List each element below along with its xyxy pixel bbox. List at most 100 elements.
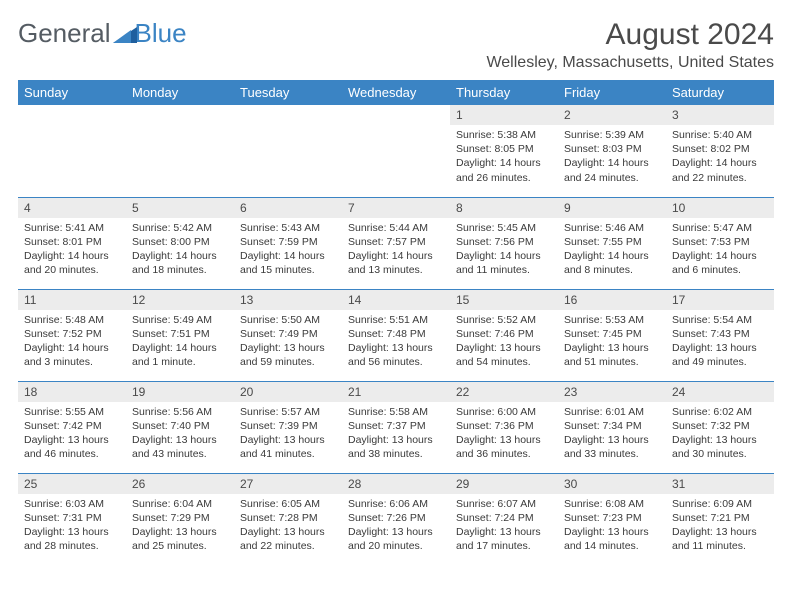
calendar-cell: 10Sunrise: 5:47 AMSunset: 7:53 PMDayligh… xyxy=(666,197,774,289)
calendar-cell: 15Sunrise: 5:52 AMSunset: 7:46 PMDayligh… xyxy=(450,289,558,381)
calendar-cell: 14Sunrise: 5:51 AMSunset: 7:48 PMDayligh… xyxy=(342,289,450,381)
calendar-cell xyxy=(126,105,234,197)
calendar-cell: 7Sunrise: 5:44 AMSunset: 7:57 PMDaylight… xyxy=(342,197,450,289)
day-data: Sunrise: 5:46 AMSunset: 7:55 PMDaylight:… xyxy=(558,218,666,278)
logo: General Blue xyxy=(18,18,187,49)
day-header: Sunday xyxy=(18,80,126,105)
day-data: Sunrise: 5:57 AMSunset: 7:39 PMDaylight:… xyxy=(234,402,342,462)
calendar-cell: 16Sunrise: 5:53 AMSunset: 7:45 PMDayligh… xyxy=(558,289,666,381)
calendar-cell: 19Sunrise: 5:56 AMSunset: 7:40 PMDayligh… xyxy=(126,381,234,473)
calendar-body: 1Sunrise: 5:38 AMSunset: 8:05 PMDaylight… xyxy=(18,105,774,565)
day-number: 16 xyxy=(558,290,666,310)
day-number: 15 xyxy=(450,290,558,310)
calendar-cell: 2Sunrise: 5:39 AMSunset: 8:03 PMDaylight… xyxy=(558,105,666,197)
day-number: 11 xyxy=(18,290,126,310)
month-title: August 2024 xyxy=(486,18,774,52)
calendar-row: 1Sunrise: 5:38 AMSunset: 8:05 PMDaylight… xyxy=(18,105,774,197)
day-data: Sunrise: 5:47 AMSunset: 7:53 PMDaylight:… xyxy=(666,218,774,278)
day-data: Sunrise: 5:42 AMSunset: 8:00 PMDaylight:… xyxy=(126,218,234,278)
day-data: Sunrise: 5:50 AMSunset: 7:49 PMDaylight:… xyxy=(234,310,342,370)
day-number xyxy=(342,105,450,125)
calendar-cell: 9Sunrise: 5:46 AMSunset: 7:55 PMDaylight… xyxy=(558,197,666,289)
day-number xyxy=(126,105,234,125)
day-number: 23 xyxy=(558,382,666,402)
day-data: Sunrise: 5:56 AMSunset: 7:40 PMDaylight:… xyxy=(126,402,234,462)
day-number: 3 xyxy=(666,105,774,125)
day-number: 10 xyxy=(666,198,774,218)
day-number: 19 xyxy=(126,382,234,402)
logo-triangle-icon xyxy=(113,24,137,42)
day-data: Sunrise: 5:51 AMSunset: 7:48 PMDaylight:… xyxy=(342,310,450,370)
day-number: 18 xyxy=(18,382,126,402)
day-data: Sunrise: 5:39 AMSunset: 8:03 PMDaylight:… xyxy=(558,125,666,185)
day-number: 26 xyxy=(126,474,234,494)
day-data: Sunrise: 6:08 AMSunset: 7:23 PMDaylight:… xyxy=(558,494,666,554)
day-header: Wednesday xyxy=(342,80,450,105)
calendar-row: 25Sunrise: 6:03 AMSunset: 7:31 PMDayligh… xyxy=(18,473,774,565)
day-data: Sunrise: 5:55 AMSunset: 7:42 PMDaylight:… xyxy=(18,402,126,462)
day-data: Sunrise: 5:44 AMSunset: 7:57 PMDaylight:… xyxy=(342,218,450,278)
day-number: 12 xyxy=(126,290,234,310)
calendar-cell: 11Sunrise: 5:48 AMSunset: 7:52 PMDayligh… xyxy=(18,289,126,381)
day-number: 27 xyxy=(234,474,342,494)
calendar-cell: 21Sunrise: 5:58 AMSunset: 7:37 PMDayligh… xyxy=(342,381,450,473)
calendar-cell: 22Sunrise: 6:00 AMSunset: 7:36 PMDayligh… xyxy=(450,381,558,473)
day-number: 20 xyxy=(234,382,342,402)
calendar-cell: 31Sunrise: 6:09 AMSunset: 7:21 PMDayligh… xyxy=(666,473,774,565)
day-number: 14 xyxy=(342,290,450,310)
calendar-cell: 5Sunrise: 5:42 AMSunset: 8:00 PMDaylight… xyxy=(126,197,234,289)
day-number: 13 xyxy=(234,290,342,310)
day-number: 25 xyxy=(18,474,126,494)
title-block: August 2024 Wellesley, Massachusetts, Un… xyxy=(486,18,774,72)
calendar-row: 4Sunrise: 5:41 AMSunset: 8:01 PMDaylight… xyxy=(18,197,774,289)
day-header: Monday xyxy=(126,80,234,105)
location: Wellesley, Massachusetts, United States xyxy=(486,54,774,72)
day-data: Sunrise: 6:04 AMSunset: 7:29 PMDaylight:… xyxy=(126,494,234,554)
day-data: Sunrise: 5:48 AMSunset: 7:52 PMDaylight:… xyxy=(18,310,126,370)
calendar-cell: 13Sunrise: 5:50 AMSunset: 7:49 PMDayligh… xyxy=(234,289,342,381)
day-number: 21 xyxy=(342,382,450,402)
day-data: Sunrise: 6:06 AMSunset: 7:26 PMDaylight:… xyxy=(342,494,450,554)
calendar-cell: 30Sunrise: 6:08 AMSunset: 7:23 PMDayligh… xyxy=(558,473,666,565)
logo-text-blue: Blue xyxy=(135,18,187,49)
calendar-cell: 18Sunrise: 5:55 AMSunset: 7:42 PMDayligh… xyxy=(18,381,126,473)
calendar-row: 18Sunrise: 5:55 AMSunset: 7:42 PMDayligh… xyxy=(18,381,774,473)
calendar-cell xyxy=(18,105,126,197)
day-number: 28 xyxy=(342,474,450,494)
calendar-cell: 24Sunrise: 6:02 AMSunset: 7:32 PMDayligh… xyxy=(666,381,774,473)
day-data: Sunrise: 5:49 AMSunset: 7:51 PMDaylight:… xyxy=(126,310,234,370)
day-number: 7 xyxy=(342,198,450,218)
calendar-cell: 17Sunrise: 5:54 AMSunset: 7:43 PMDayligh… xyxy=(666,289,774,381)
day-header: Saturday xyxy=(666,80,774,105)
day-data: Sunrise: 5:45 AMSunset: 7:56 PMDaylight:… xyxy=(450,218,558,278)
day-data: Sunrise: 5:58 AMSunset: 7:37 PMDaylight:… xyxy=(342,402,450,462)
day-data: Sunrise: 6:01 AMSunset: 7:34 PMDaylight:… xyxy=(558,402,666,462)
day-data: Sunrise: 5:41 AMSunset: 8:01 PMDaylight:… xyxy=(18,218,126,278)
calendar-cell: 23Sunrise: 6:01 AMSunset: 7:34 PMDayligh… xyxy=(558,381,666,473)
calendar-cell: 28Sunrise: 6:06 AMSunset: 7:26 PMDayligh… xyxy=(342,473,450,565)
calendar: Sunday Monday Tuesday Wednesday Thursday… xyxy=(18,80,774,565)
day-number: 24 xyxy=(666,382,774,402)
day-data: Sunrise: 5:43 AMSunset: 7:59 PMDaylight:… xyxy=(234,218,342,278)
day-number: 6 xyxy=(234,198,342,218)
calendar-cell: 6Sunrise: 5:43 AMSunset: 7:59 PMDaylight… xyxy=(234,197,342,289)
day-number xyxy=(234,105,342,125)
calendar-cell: 8Sunrise: 5:45 AMSunset: 7:56 PMDaylight… xyxy=(450,197,558,289)
calendar-cell: 3Sunrise: 5:40 AMSunset: 8:02 PMDaylight… xyxy=(666,105,774,197)
day-data: Sunrise: 6:09 AMSunset: 7:21 PMDaylight:… xyxy=(666,494,774,554)
calendar-cell: 29Sunrise: 6:07 AMSunset: 7:24 PMDayligh… xyxy=(450,473,558,565)
day-header: Thursday xyxy=(450,80,558,105)
day-number: 30 xyxy=(558,474,666,494)
day-data: Sunrise: 5:54 AMSunset: 7:43 PMDaylight:… xyxy=(666,310,774,370)
day-data: Sunrise: 6:02 AMSunset: 7:32 PMDaylight:… xyxy=(666,402,774,462)
day-number: 4 xyxy=(18,198,126,218)
calendar-cell: 4Sunrise: 5:41 AMSunset: 8:01 PMDaylight… xyxy=(18,197,126,289)
day-number: 5 xyxy=(126,198,234,218)
logo-text-general: General xyxy=(18,18,111,49)
day-data: Sunrise: 5:52 AMSunset: 7:46 PMDaylight:… xyxy=(450,310,558,370)
day-header: Friday xyxy=(558,80,666,105)
day-data: Sunrise: 5:38 AMSunset: 8:05 PMDaylight:… xyxy=(450,125,558,185)
day-number xyxy=(18,105,126,125)
day-data: Sunrise: 5:53 AMSunset: 7:45 PMDaylight:… xyxy=(558,310,666,370)
calendar-row: 11Sunrise: 5:48 AMSunset: 7:52 PMDayligh… xyxy=(18,289,774,381)
